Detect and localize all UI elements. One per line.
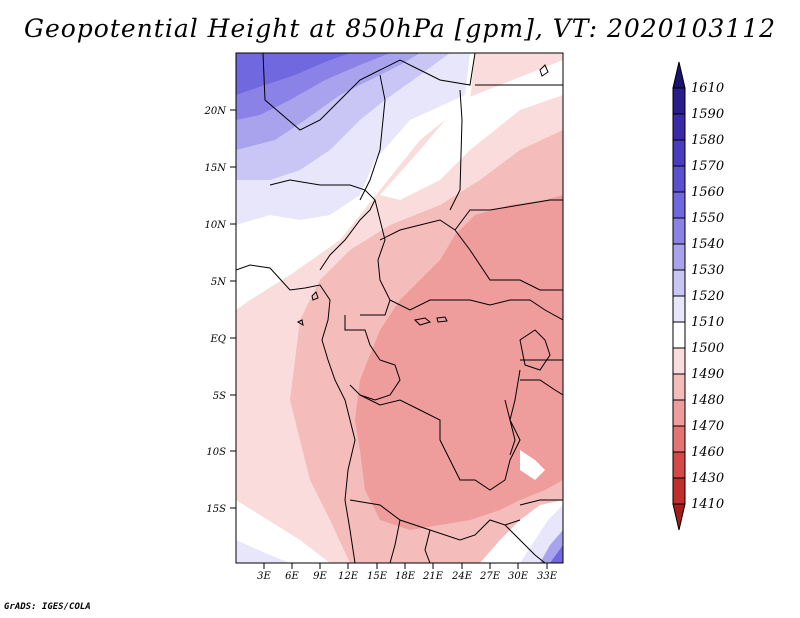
legend-swatch-bottom xyxy=(672,503,686,531)
legend-label: 1410 xyxy=(691,497,724,512)
legend-swatch xyxy=(672,451,686,479)
legend-label: 1510 xyxy=(691,315,724,330)
lat-label: EQ xyxy=(210,334,227,345)
lat-label: 10S xyxy=(206,447,226,458)
lon-label: 21E xyxy=(422,571,444,582)
legend-label: 1520 xyxy=(691,289,724,304)
lon-label: 24E xyxy=(451,571,473,582)
lon-label: 3E xyxy=(257,571,271,582)
lon-label: 6E xyxy=(285,571,299,582)
legend-swatch xyxy=(672,373,686,401)
lat-label: 15S xyxy=(206,504,226,515)
latitude-axis: 20N 15N 10N 5N EQ 5S 10S 15S xyxy=(204,106,236,515)
legend-swatch xyxy=(672,477,686,505)
legend-swatch xyxy=(672,425,686,453)
lon-label: 15E xyxy=(367,571,388,582)
legend-swatch xyxy=(672,269,686,297)
legend-swatch xyxy=(672,113,686,141)
map-title: Geopotential Height at 850hPa [gpm], VT:… xyxy=(23,14,777,43)
lat-label: 20N xyxy=(204,106,228,117)
legend-swatch-top xyxy=(672,61,686,89)
lon-label: 18E xyxy=(395,571,416,582)
lat-label: 5S xyxy=(213,391,226,402)
legend-label: 1530 xyxy=(691,263,724,278)
legend-swatch xyxy=(672,399,686,427)
lat-label: 5N xyxy=(211,277,227,288)
color-legend: 1610 1590 1580 1570 1560 1550 1540 1530 1520 1510… xyxy=(672,61,724,531)
legend-swatch xyxy=(672,191,686,219)
legend-swatch xyxy=(672,87,686,115)
legend-label: 1580 xyxy=(691,133,724,148)
legend-label: 1550 xyxy=(691,211,724,226)
legend-label: 1500 xyxy=(691,341,724,356)
grads-credit: GrADS: IGES/COLA xyxy=(4,602,91,612)
legend-swatch xyxy=(672,139,686,167)
legend-label: 1480 xyxy=(691,393,724,408)
legend-label: 1590 xyxy=(691,107,724,122)
legend-label: 1570 xyxy=(691,159,724,174)
legend-label: 1460 xyxy=(691,445,724,460)
legend-label: 1490 xyxy=(691,367,724,382)
legend-label: 1610 xyxy=(691,81,724,96)
legend-label: 1470 xyxy=(691,419,724,434)
legend-swatch xyxy=(672,321,686,349)
legend-label: 1430 xyxy=(691,471,724,486)
legend-label: 1540 xyxy=(691,237,724,252)
lat-label: 10N xyxy=(205,220,228,231)
legend-swatch xyxy=(672,217,686,245)
legend-swatch xyxy=(672,243,686,271)
lon-label: 30E xyxy=(508,571,529,582)
lon-label: 9E xyxy=(313,571,327,582)
legend-swatch xyxy=(672,295,686,323)
longitude-axis: 3E 6E 9E 12E 15E 18E 21E 24E 27E 30E 33E xyxy=(257,563,558,582)
lat-label: 15N xyxy=(205,163,228,174)
lon-label: 33E xyxy=(537,571,558,582)
lon-label: 12E xyxy=(338,571,359,582)
lon-label: 27E xyxy=(479,571,501,582)
geopotential-field xyxy=(236,53,563,563)
map-frame xyxy=(235,52,564,564)
legend-swatch xyxy=(672,347,686,375)
legend-swatch xyxy=(672,165,686,193)
legend-label: 1560 xyxy=(691,185,724,200)
boundaries xyxy=(236,53,563,563)
